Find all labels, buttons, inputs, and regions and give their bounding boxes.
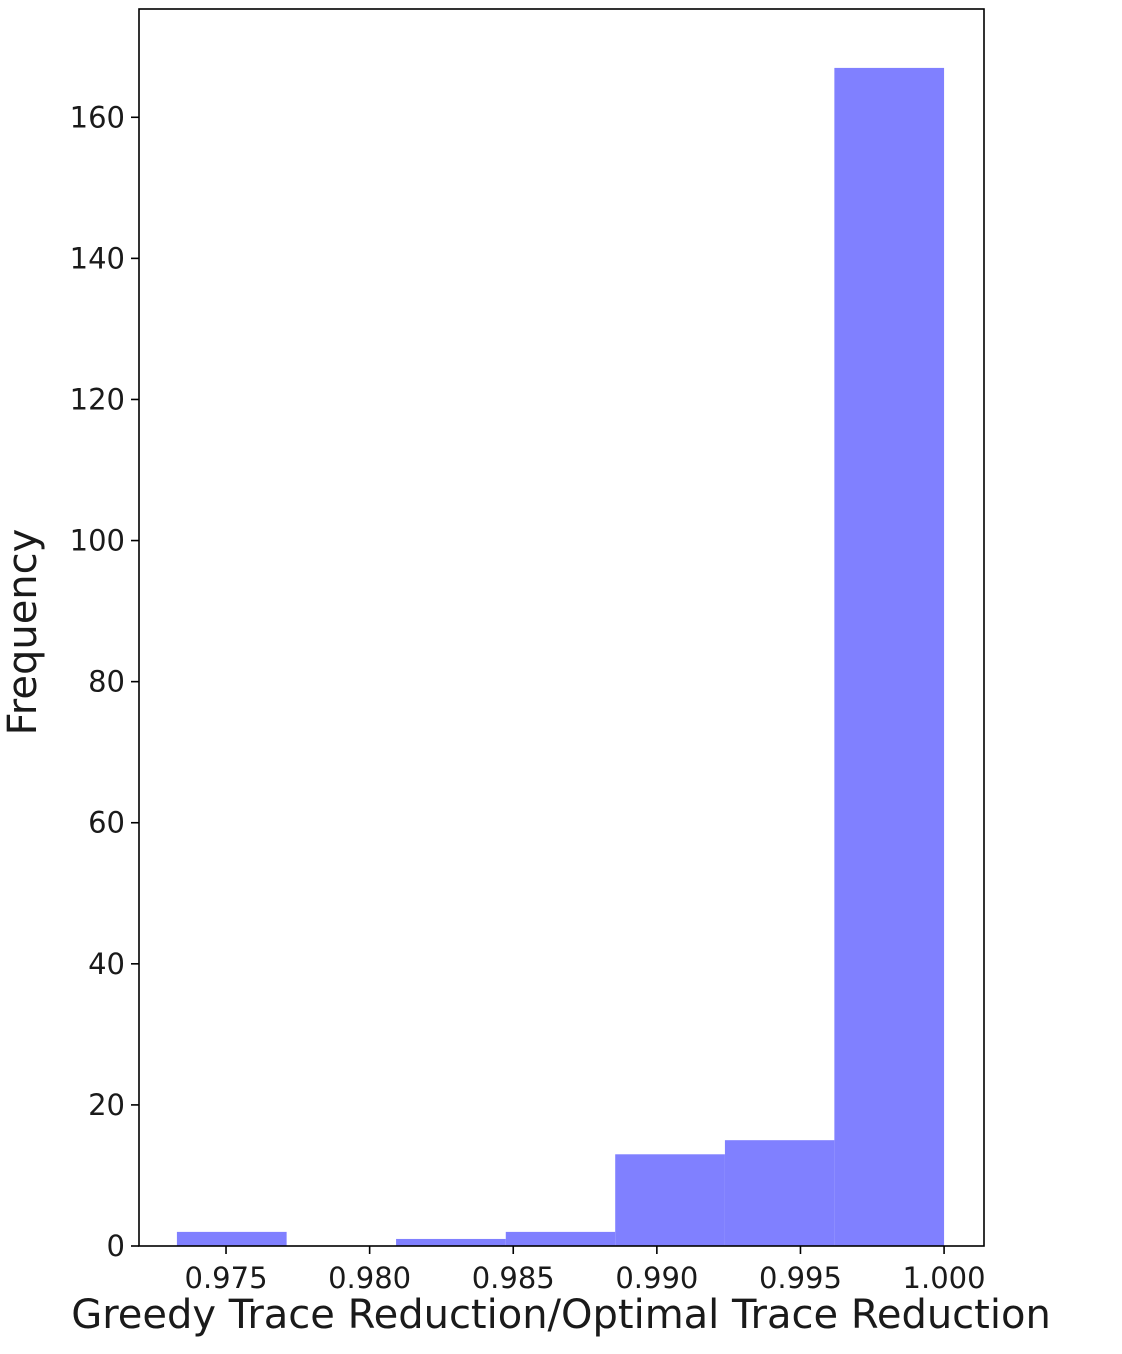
- x-tick-label: 0.990: [615, 1261, 698, 1295]
- bar: [396, 1238, 506, 1246]
- y-tick-label: 80: [88, 665, 125, 699]
- bar: [724, 1140, 835, 1246]
- y-tick-label: 100: [70, 524, 125, 558]
- y-tick-label: 120: [70, 382, 125, 416]
- x-tick-label: 1.000: [903, 1261, 986, 1295]
- x-tick-label: 0.980: [328, 1261, 411, 1295]
- y-tick-label: 40: [88, 947, 125, 981]
- y-axis-label: Frequency: [0, 529, 46, 736]
- y-tick-label: 60: [88, 806, 125, 840]
- x-tick-label: 0.975: [185, 1261, 268, 1295]
- y-tick-label: 160: [70, 100, 125, 134]
- bar: [615, 1154, 725, 1246]
- y-tick-label: 0: [107, 1229, 125, 1263]
- bar: [834, 67, 945, 1246]
- bar: [505, 1231, 616, 1246]
- plot-frame: [138, 8, 985, 1247]
- x-axis-label: Greedy Trace Reduction/Optimal Trace Red…: [71, 1292, 1051, 1338]
- y-tick-label: 140: [70, 241, 125, 275]
- x-tick-label: 0.985: [472, 1261, 555, 1295]
- bar: [176, 1231, 287, 1246]
- y-tick-label: 20: [88, 1088, 125, 1122]
- x-tick-label: 0.995: [759, 1261, 842, 1295]
